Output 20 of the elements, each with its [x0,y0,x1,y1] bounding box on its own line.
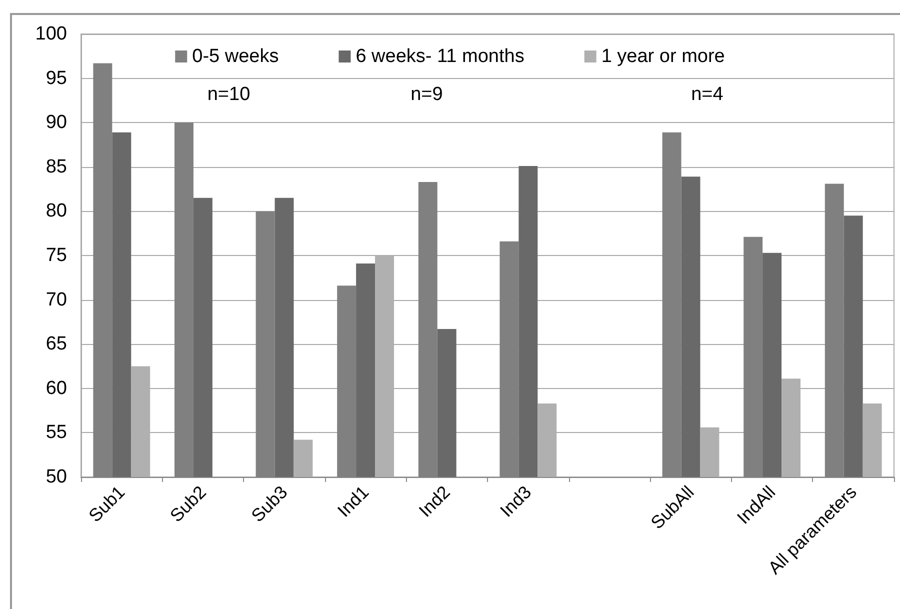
annotation: n=9 [410,84,443,105]
y-tick-label: 70 [46,289,67,310]
y-tick-label: 100 [35,24,67,44]
x-tick-label: Ind2 [415,482,454,521]
legend-label: 6 weeks- 11 months [356,46,524,67]
y-tick-label: 50 [46,466,67,488]
x-tick-label: Ind3 [496,482,536,521]
annotation: n=4 [691,84,724,105]
y-tick-label: 80 [46,200,67,222]
y-tick-label: 90 [46,112,67,134]
legend-label: 1 year or more [601,46,725,67]
annotation: n=10 [207,84,250,105]
legend-label: 0-5 weeks [192,46,279,67]
y-tick-label: 85 [46,156,67,178]
y-tick-label: 65 [46,334,67,355]
x-tick-label: Ind1 [334,482,373,521]
y-tick-label: 75 [46,245,67,266]
y-tick-label: 95 [46,68,67,89]
y-tick-label: 60 [46,378,67,399]
y-tick-label: 55 [46,422,67,444]
